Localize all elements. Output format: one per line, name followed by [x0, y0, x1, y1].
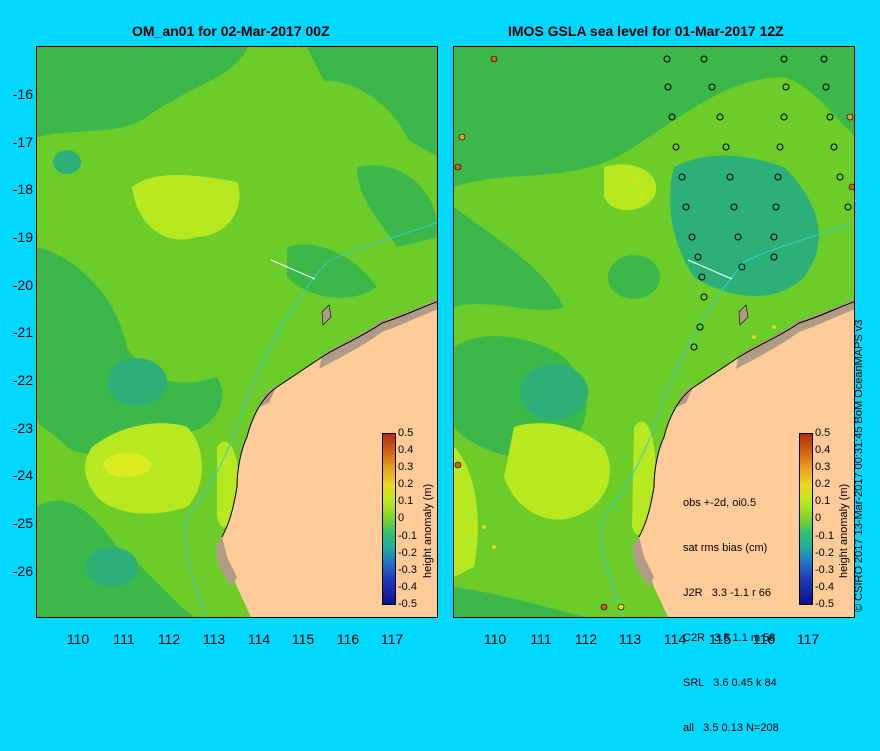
stats-line: C2R 3.5 1.1 m 58	[683, 632, 776, 644]
colorbar-tick: 0.2	[398, 478, 414, 490]
colorbar-tick: -0.2	[398, 547, 417, 559]
lon-tick: 111	[113, 631, 135, 647]
colorbar-tick: -0.4	[815, 581, 834, 593]
lon-tick: 114	[663, 631, 687, 647]
lon-tick: 110	[66, 631, 90, 647]
lat-tick: -23	[12, 420, 33, 436]
colorbar-tick: -0.5	[398, 598, 417, 610]
stats-line: all 3.5 0.13 N=208	[683, 722, 779, 734]
lon-tick: 113	[202, 631, 226, 647]
colorbar-tick: 0.2	[815, 478, 831, 490]
lon-tick: 115	[708, 631, 732, 647]
right-panel-title: IMOS GSLA sea level for 01-Mar-2017 12Z	[508, 23, 784, 39]
stats-line: J2R 3.3 -1.1 r 66	[683, 587, 772, 599]
right-map-panel	[453, 46, 855, 618]
colorbar-tick: 0.4	[815, 444, 831, 456]
lat-tick: -16	[12, 86, 33, 102]
lon-tick: 110	[483, 631, 507, 647]
colorbar-label: height anomaly (m)	[838, 483, 850, 578]
lat-tick: -17	[12, 134, 33, 150]
obs-track-points	[663, 55, 852, 351]
colorbar-tick: -0.5	[815, 598, 834, 610]
colorbar-tick: 0	[398, 512, 405, 524]
lat-tick: -25	[12, 515, 33, 531]
lat-tick: -18	[12, 181, 33, 197]
stats-line: obs +-2d, oi0.5	[683, 497, 757, 509]
colorbar-tick: -0.1	[398, 530, 417, 542]
colorbar-tick: 0.3	[815, 461, 831, 473]
lon-tick: 117	[380, 631, 404, 647]
colorbar-tick: 0	[815, 512, 822, 524]
colorbar-tick: 0.1	[398, 495, 414, 507]
left-map-panel	[36, 46, 438, 618]
colorbar-tick: -0.1	[815, 530, 834, 542]
colorbar-tick: -0.2	[815, 547, 834, 559]
lon-tick: 115	[291, 631, 315, 647]
colorbar-tick: 0.5	[398, 427, 414, 439]
lat-tick: -21	[12, 324, 33, 340]
colorbar-tick: 0.1	[815, 495, 831, 507]
credit-text: © CSIRO 2017 13-Mar-2017 00:31:45 BoM Oc…	[853, 319, 865, 612]
left-panel-title: OM_an01 for 02-Mar-2017 00Z	[132, 23, 330, 39]
lon-tick: 116	[336, 631, 360, 647]
left-map	[37, 47, 437, 617]
colorbar-tick: -0.3	[398, 564, 417, 576]
obs-colored-points	[454, 55, 854, 611]
colorbar-scale	[382, 433, 396, 605]
lon-tick: 112	[157, 631, 181, 647]
stats-line: SRL 3.6 0.45 k 84	[683, 677, 777, 689]
lat-tick: -19	[12, 229, 33, 245]
colorbar-tick: -0.3	[815, 564, 834, 576]
lat-tick: -26	[12, 563, 33, 579]
colorbar-tick: 0.5	[815, 427, 831, 439]
colorbar-label: height anomaly (m)	[422, 483, 434, 578]
lat-tick: -20	[12, 277, 33, 293]
colorbar-tick: 0.3	[398, 461, 414, 473]
lat-tick: -24	[12, 467, 33, 483]
right-map	[454, 47, 854, 617]
stats-line: sat rms bias (cm)	[683, 542, 768, 554]
lon-tick: 117	[796, 631, 820, 647]
lat-tick: -22	[12, 372, 33, 388]
obs-stats: obs +-2d, oi0.5 sat rms bias (cm) J2R 3.…	[683, 466, 779, 751]
lon-tick: 111	[530, 631, 552, 647]
colorbar-tick: 0.4	[398, 444, 414, 456]
lon-tick: 114	[247, 631, 271, 647]
colorbar-tick: -0.4	[398, 581, 417, 593]
colorbar-scale	[799, 433, 813, 605]
lon-tick: 113	[618, 631, 642, 647]
lon-tick: 116	[752, 631, 776, 647]
lon-tick: 112	[574, 631, 598, 647]
